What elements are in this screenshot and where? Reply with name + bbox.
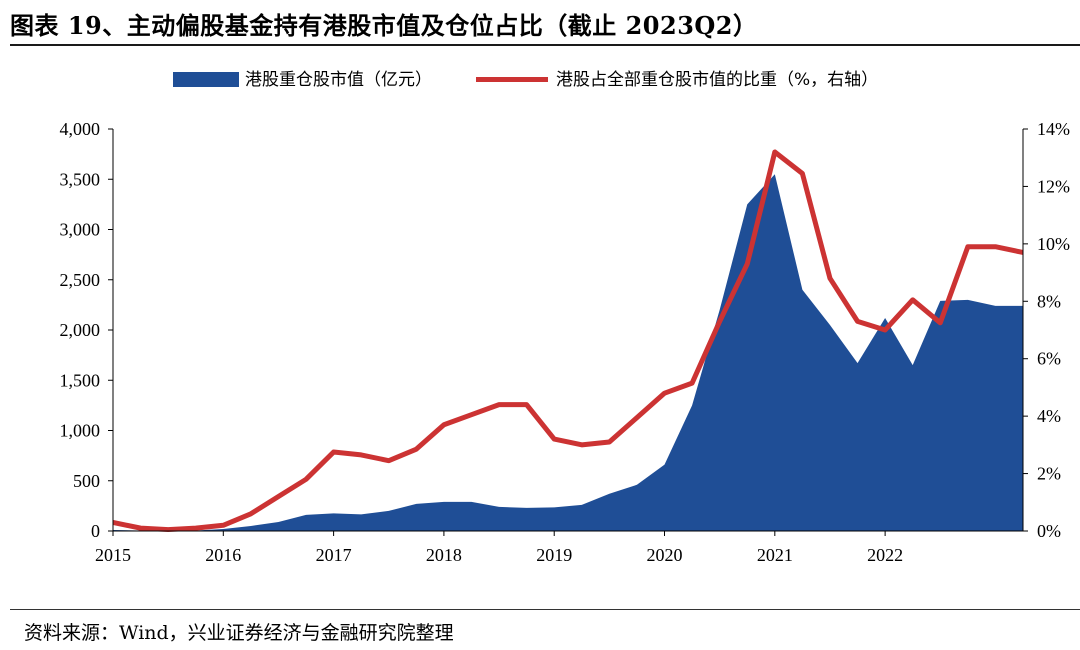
y-right-tick-label: 4% [1037,406,1061,426]
source-note: 资料来源：Wind，兴业证券经济与金融研究院整理 [24,622,454,644]
legend-swatch-area [173,72,239,87]
y-left-tick-label: 1,000 [60,421,101,441]
y-right-tick-label: 2% [1037,464,1061,484]
y-left-tick-label: 0 [91,521,100,541]
chart: 港股重仓股市值（亿元） 港股占全部重仓股市值的比重（%，右轴） 0 500 1,00… [60,70,1071,565]
x-tick-label: 2022 [867,545,903,565]
x-tick-label: 2019 [536,545,572,565]
legend: 港股重仓股市值（亿元） 港股占全部重仓股市值的比重（%，右轴） [173,70,878,90]
x-tick-label: 2018 [426,545,462,565]
y-right-tick-label: 0% [1037,521,1061,541]
x-tick-label: 2021 [757,545,793,565]
plot-area: 0 500 1,000 1,500 2,000 2,500 3,000 3,500 4,000 0… [60,119,1071,565]
y-right-tick-label: 6% [1037,349,1061,369]
series-area-market-value [113,174,1023,532]
y-right-tick-label: 10% [1037,234,1070,254]
legend-label-area: 港股重仓股市值（亿元） [245,70,432,90]
y-right-tick-label: 12% [1037,176,1070,196]
x-tick-label: 2020 [647,545,683,565]
x-tick-label: 2016 [205,545,241,565]
y-right-tick-label: 8% [1037,291,1061,311]
source-rule [10,609,1080,610]
chart-title: 图表 19、主动偏股基金持有港股市值及仓位占比（截止 2023Q2） [10,11,758,40]
x-tick-label: 2017 [316,545,352,565]
y-left-tick-label: 3,500 [60,169,101,189]
y-left-tick-label: 1,500 [60,370,101,390]
title-rule [10,44,1080,46]
y-left-tick-label: 2,500 [60,270,101,290]
legend-label-line: 港股占全部重仓股市值的比重（%，右轴） [556,70,878,90]
y-left-tick-label: 2,000 [60,320,101,340]
y-left-tick-label: 3,000 [60,220,101,240]
x-tick-label: 2015 [95,545,131,565]
series-line-ratio [112,149,1024,533]
y-left-tick-label: 4,000 [60,119,101,139]
y-right-tick-label: 14% [1037,119,1070,139]
y-left-tick-label: 500 [73,471,100,491]
